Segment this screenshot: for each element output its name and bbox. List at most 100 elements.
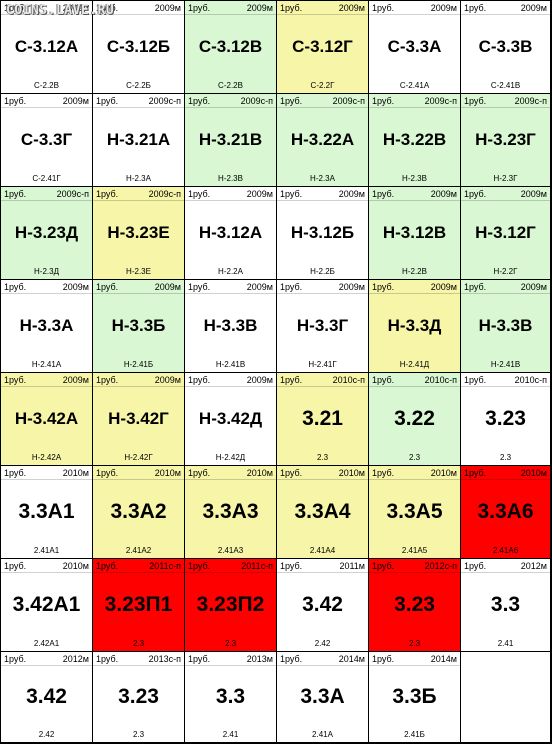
year-mint-label: 2010м — [246, 468, 273, 478]
cell-header-divider — [1, 665, 92, 666]
variety-code: С-3.3В — [478, 37, 533, 56]
denomination-label: 1руб. — [372, 654, 395, 664]
denomination-label: 1руб. — [372, 375, 395, 385]
stamp-code-label: 2.41А3 — [217, 546, 244, 555]
stamp-code-label: Н-2.41А — [31, 360, 62, 369]
denomination-label: 1руб. — [464, 561, 487, 571]
variety-code: Н-3.22В — [382, 130, 447, 149]
stamp-code-label: Н-2.3А — [310, 174, 335, 183]
year-mint-label: 2009м — [338, 282, 365, 292]
coin-cell: 1руб. 2009с-п Н-3.21А Н-2.3А — [93, 94, 184, 186]
coin-cell: 1руб. 2009м С-3.12Б С-2.2Б — [93, 1, 184, 93]
cell-header-divider — [277, 479, 368, 480]
year-mint-label: 2011с-п — [149, 561, 181, 571]
coin-cell: 1руб. 2009с-п Н-3.22А Н-2.3А — [277, 94, 368, 186]
denomination-label: 1руб. — [188, 654, 211, 664]
stamp-code-label: Н-2.3А — [126, 174, 151, 183]
variety-code: 3.23П2 — [196, 593, 265, 616]
coin-cell: 1руб. 2011м 3.42 2.42 — [277, 559, 368, 651]
variety-code: 3.3Б — [392, 685, 437, 708]
variety-code: 3.23 — [485, 407, 526, 430]
cell-header-divider — [277, 572, 368, 573]
stamp-code-label: С-2.2В — [218, 81, 243, 90]
cell-header-divider — [461, 200, 550, 201]
cell-header-divider — [93, 107, 184, 108]
variety-code: 3.3 — [490, 593, 521, 616]
coin-cell: 1руб. 2009м Н-3.3Г Н-2.41Г — [277, 280, 368, 372]
stamp-code-label: 2.41 — [497, 639, 514, 648]
cell-header-divider — [369, 572, 460, 573]
variety-code: 3.22 — [394, 407, 435, 430]
coin-cell: 1руб. 2009м С-3.12Г С-2.2Г — [277, 1, 368, 93]
stamp-code-label: Н-2.3Г — [493, 174, 518, 183]
cell-header-divider — [93, 14, 184, 15]
year-mint-label: 2009м — [154, 282, 181, 292]
variety-code: С-3.12В — [198, 37, 263, 56]
cell-header-divider — [93, 200, 184, 201]
denomination-label: 1руб. — [96, 96, 119, 106]
stamp-code-label: Н-2.41Д — [399, 360, 430, 369]
coin-cell: 1руб. 2010с-п 3.21 2.3 — [277, 373, 368, 465]
coin-cell: 1руб. 2010с-п 3.23 2.3 — [461, 373, 550, 465]
cell-header-divider — [93, 665, 184, 666]
year-mint-label: 2013м — [246, 654, 273, 664]
year-mint-label: 2009м — [62, 96, 89, 106]
year-mint-label: 2009м — [154, 375, 181, 385]
stamp-code-label: 2.41Б — [404, 730, 425, 739]
coin-cell: 1руб. 2012м 3.3 2.41 — [461, 559, 550, 651]
year-mint-label: 2010с-п — [332, 375, 365, 385]
coin-cell: 1руб. 2012м 3.42 2.42 — [1, 652, 92, 742]
coin-cell: 1руб. 2009м С-3.3Г С-2.41Г — [1, 94, 92, 186]
cell-header-divider — [1, 14, 92, 15]
variety-code: Н-3.23Г — [475, 130, 536, 149]
variety-code: 3.23 — [394, 593, 435, 616]
stamp-code-label: Н-2.41Г — [308, 360, 337, 369]
year-mint-label: 2009с-п — [332, 96, 365, 106]
variety-code: 3.42А1 — [12, 593, 81, 616]
denomination-label: 1руб. — [372, 189, 395, 199]
coin-cell: 1руб. 2009м С-3.3А С-2.41А — [369, 1, 460, 93]
stamp-code-label: Н-2.3В — [402, 174, 427, 183]
coin-cell: 1руб. 2009с-п Н-3.22В Н-2.3В — [369, 94, 460, 186]
cell-header-divider — [1, 386, 92, 387]
year-mint-label: 2009м — [338, 189, 365, 199]
cell-header-divider — [185, 479, 276, 480]
stamp-code-label: 2.42 — [38, 730, 55, 739]
year-mint-label: 2010м — [430, 468, 457, 478]
coin-cell: 1руб. 2009м С-3.12А С-2.2В — [1, 1, 92, 93]
variety-code: 3.3А6 — [477, 500, 534, 523]
variety-code: С-3.12Г — [292, 37, 353, 56]
stamp-code-label: Н-2.2В — [402, 267, 427, 276]
year-mint-label: 2012с-п — [424, 561, 457, 571]
stamp-code-label: Н-2.42Д — [215, 453, 246, 462]
stamp-code-label: 2.3 — [316, 453, 329, 462]
cell-header-divider — [277, 386, 368, 387]
year-mint-label: 2009м — [154, 3, 181, 13]
year-mint-label: 2010м — [154, 468, 181, 478]
year-mint-label: 2014м — [338, 654, 365, 664]
coin-cell: 1руб. 2009м Н-3.3В Н-2.41В — [461, 280, 550, 372]
coin-cell: 1руб. 2009м Н-3.3Б Н-2.41Б — [93, 280, 184, 372]
variety-code: Н-3.21А — [106, 130, 171, 149]
coin-cell: 1руб. 2009м Н-3.42А Н-2.42А — [1, 373, 92, 465]
denomination-label: 1руб. — [96, 468, 119, 478]
variety-code: Н-3.22А — [290, 130, 355, 149]
variety-code: 3.3А3 — [202, 500, 259, 523]
year-mint-label: 2009с-п — [148, 189, 181, 199]
denomination-label: 1руб. — [4, 654, 27, 664]
cell-header-divider — [93, 572, 184, 573]
cell-header-divider — [369, 386, 460, 387]
variety-code: Н-3.42Г — [108, 409, 169, 428]
year-mint-label: 2010с-п — [424, 375, 457, 385]
year-mint-label: 2009м — [430, 189, 457, 199]
stamp-code-label: Н-2.42Г — [124, 453, 153, 462]
variety-code: С-3.3Г — [20, 130, 73, 149]
stamp-code-label: С-2.41А — [399, 81, 430, 90]
stamp-code-label: Н-2.3Е — [126, 267, 151, 276]
coin-cell: 1руб. 2010м 3.3А2 2.41А2 — [93, 466, 184, 558]
stamp-code-label: 2.3 — [132, 730, 145, 739]
stamp-code-label: Н-2.41В — [215, 360, 246, 369]
coin-cell: 1руб. 2009м Н-3.42Д Н-2.42Д — [185, 373, 276, 465]
coin-cell: 1руб. 2010м 3.3А5 2.41А5 — [369, 466, 460, 558]
